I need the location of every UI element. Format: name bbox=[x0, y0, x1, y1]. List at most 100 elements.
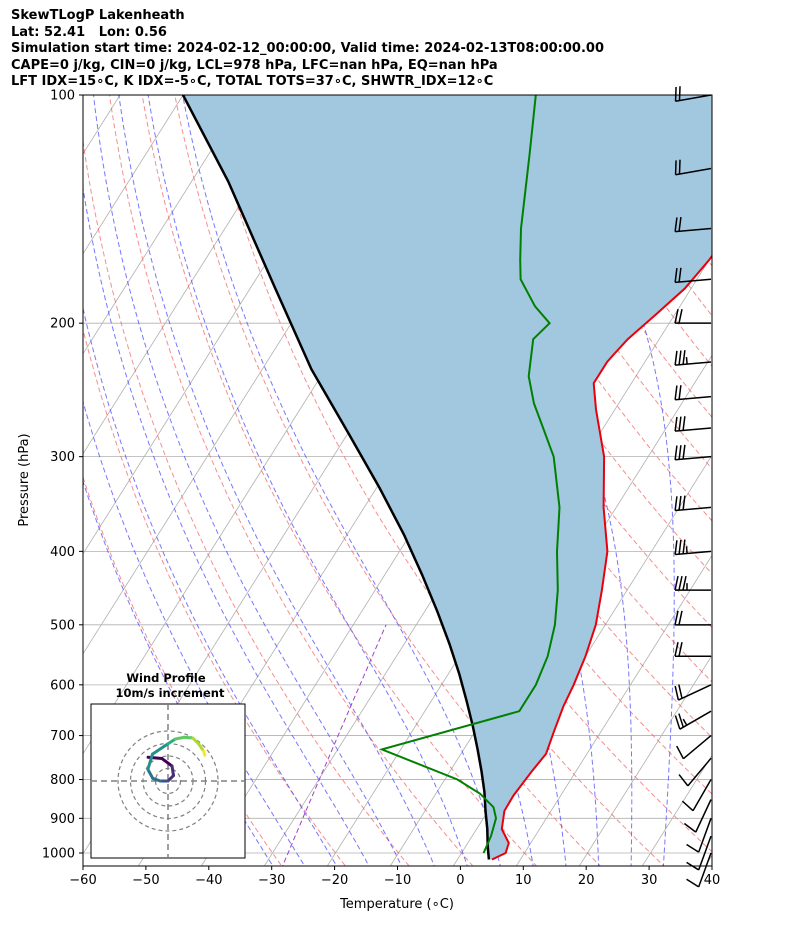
moist-adiabat bbox=[118, 95, 435, 866]
wind-barb-flag bbox=[682, 444, 686, 460]
wind-barb-flag bbox=[678, 350, 682, 365]
wind-barb bbox=[674, 642, 711, 657]
wind-barb-shaft bbox=[687, 757, 712, 787]
wind-barb-flag bbox=[674, 350, 678, 366]
hodograph-ring bbox=[117, 730, 219, 832]
wind-barb-flag bbox=[678, 684, 683, 699]
wind-barb-half-flag bbox=[685, 546, 688, 554]
wind-barb-flag bbox=[678, 86, 681, 101]
y-tick-label: 400 bbox=[50, 545, 75, 560]
wind-barb-flag bbox=[678, 495, 682, 511]
x-tick-label: 0 bbox=[456, 873, 464, 888]
y-tick-label: 300 bbox=[50, 450, 75, 465]
wind-barb-flag bbox=[686, 878, 700, 888]
wind-barb-shaft bbox=[675, 427, 712, 432]
wind-barb bbox=[674, 710, 712, 730]
x-axis-label: Temperature (∘C) bbox=[339, 897, 454, 912]
wind-barb-flag bbox=[678, 267, 682, 283]
y-tick-label: 900 bbox=[50, 812, 75, 827]
hodograph-trace-segment bbox=[146, 752, 154, 771]
wind-barb-half-flag bbox=[685, 357, 688, 365]
y-tick-label: 700 bbox=[50, 729, 75, 744]
wind-barb-flag bbox=[682, 416, 686, 431]
wind-barb-flag bbox=[686, 843, 700, 853]
wind-barb bbox=[683, 799, 712, 833]
x-tick-label: −20 bbox=[321, 873, 348, 888]
y-axis-label: Pressure (hPa) bbox=[17, 433, 32, 526]
wind-barb-flag bbox=[674, 610, 679, 625]
hodograph-trace-segment bbox=[151, 742, 170, 756]
hodograph-subtitle: 10m/s increment bbox=[116, 686, 225, 700]
wind-barb-flag bbox=[678, 539, 682, 555]
wind-barb-flag bbox=[678, 713, 685, 728]
wind-barb-flag bbox=[674, 685, 680, 701]
indices-line: LFT IDX=15∘C, K IDX=-5∘C, TOTAL TOTS=37∘… bbox=[11, 74, 494, 89]
wind-barb-flag bbox=[678, 610, 683, 625]
wind-barb-flag bbox=[674, 416, 678, 432]
isotherm-line bbox=[83, 95, 184, 255]
wind-barb-shaft bbox=[678, 684, 712, 701]
wind-barb-flag bbox=[678, 416, 682, 431]
y-tick-label: 500 bbox=[50, 618, 75, 633]
isotherm-line bbox=[515, 554, 712, 866]
wind-barb-flag bbox=[678, 159, 681, 175]
y-tick-label: 200 bbox=[50, 317, 75, 332]
wind-barb-flag bbox=[682, 350, 686, 365]
wind-barb-flag bbox=[676, 745, 685, 760]
y-tick-label: 800 bbox=[50, 773, 75, 788]
wind-barb bbox=[674, 495, 712, 512]
isotherm-line bbox=[83, 95, 310, 455]
wind-barb bbox=[674, 86, 712, 102]
temperature-line bbox=[491, 254, 712, 861]
isotherm-line bbox=[757, 95, 794, 884]
wind-barb bbox=[674, 444, 712, 461]
wind-barb-flag bbox=[678, 216, 682, 232]
wind-barb-shaft bbox=[675, 455, 712, 461]
time-line: Simulation start time: 2024-02-12_00:00:… bbox=[11, 41, 604, 56]
wind-barb-flag bbox=[678, 445, 682, 460]
wind-barb-flag bbox=[681, 800, 694, 812]
wind-barb bbox=[674, 267, 712, 284]
x-tick-label: 20 bbox=[578, 873, 595, 888]
moist-adiabat bbox=[83, 306, 338, 866]
wind-barb bbox=[674, 309, 711, 324]
parcel-profile-line bbox=[181, 95, 491, 860]
wind-barb-flag bbox=[683, 822, 697, 833]
isotherm-line bbox=[83, 95, 247, 355]
dry-adiabat bbox=[174, 95, 601, 866]
chart-header: SkewTLogP Lakenheath Lat: 52.41 Lon: 0.5… bbox=[11, 8, 604, 91]
wind-barb-flag bbox=[682, 495, 686, 510]
wind-barb-shaft bbox=[675, 550, 712, 556]
location-line: Lat: 52.41 Lon: 0.56 bbox=[11, 24, 167, 40]
profile-lines bbox=[181, 95, 712, 861]
wind-barb-shaft bbox=[675, 167, 712, 176]
wind-barb-flag bbox=[674, 540, 678, 555]
y-tick-label: 600 bbox=[50, 678, 75, 693]
wind-barb-flag bbox=[674, 575, 679, 591]
wind-barb bbox=[674, 350, 712, 366]
wind-barb-flag bbox=[682, 575, 687, 591]
x-tick-label: −30 bbox=[258, 873, 285, 888]
wind-barb bbox=[674, 416, 712, 432]
chart-title: SkewTLogP Lakenheath bbox=[11, 8, 185, 23]
hodograph-trace-segment bbox=[202, 749, 207, 757]
x-tick-label: 10 bbox=[515, 873, 532, 888]
wind-barb-flag bbox=[674, 268, 678, 283]
wind-barb-shaft bbox=[675, 227, 712, 233]
wind-barb-half-flag bbox=[682, 718, 688, 726]
wind-barb bbox=[676, 735, 712, 760]
wind-barb-flag bbox=[678, 575, 683, 591]
params-line: CAPE=0 j/kg, CIN=0 j/kg, LCL=978 hPa, LF… bbox=[11, 57, 498, 73]
wind-barb bbox=[686, 818, 712, 853]
wind-barb bbox=[674, 684, 712, 701]
moist-adiabat bbox=[182, 95, 501, 866]
wind-barb-flag bbox=[674, 385, 678, 400]
x-tick-label: 40 bbox=[704, 873, 721, 888]
wind-barb-flag bbox=[674, 86, 677, 102]
wind-barb bbox=[686, 852, 712, 888]
dry-adiabat bbox=[141, 95, 538, 866]
x-tick-label: −40 bbox=[195, 873, 222, 888]
wind-barb-flag bbox=[674, 445, 678, 460]
wind-barb-flag bbox=[674, 309, 679, 324]
